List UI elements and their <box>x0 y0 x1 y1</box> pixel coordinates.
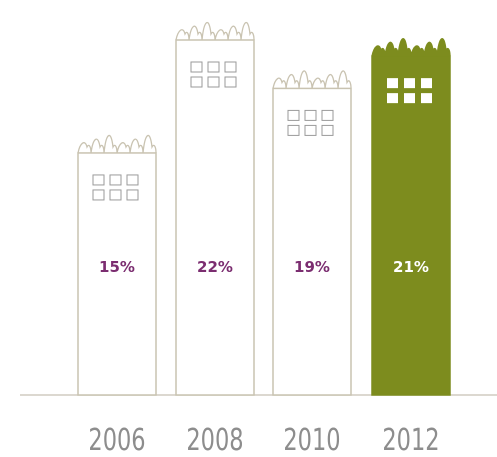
building <box>77 152 157 396</box>
value-label: 22% <box>197 258 233 276</box>
window <box>126 174 139 186</box>
window <box>404 78 415 89</box>
window <box>304 109 317 121</box>
value-label: 15% <box>99 258 135 276</box>
window <box>109 189 122 201</box>
window <box>287 109 300 121</box>
x-tick-label: 2006 <box>88 423 145 457</box>
window <box>224 61 237 73</box>
window <box>321 109 334 121</box>
building <box>175 39 255 396</box>
value-label: 21% <box>393 258 429 276</box>
window <box>421 78 432 89</box>
building <box>371 55 451 396</box>
x-tick-label: 2012 <box>382 423 439 457</box>
window <box>387 78 398 89</box>
x-tick-label: 2008 <box>186 423 243 457</box>
flames <box>77 135 157 154</box>
window <box>207 61 220 73</box>
window <box>190 61 203 73</box>
window <box>287 124 300 136</box>
window <box>207 76 220 88</box>
flames <box>371 38 451 57</box>
x-tick-label: 2010 <box>283 423 340 457</box>
flames <box>175 22 255 41</box>
window <box>224 76 237 88</box>
window <box>387 93 398 104</box>
flames <box>272 70 352 89</box>
value-label: 19% <box>294 258 330 276</box>
window <box>421 93 432 104</box>
window <box>92 174 105 186</box>
window <box>404 93 415 104</box>
building <box>272 87 352 396</box>
window <box>304 124 317 136</box>
window <box>126 189 139 201</box>
window <box>109 174 122 186</box>
window <box>321 124 334 136</box>
window <box>92 189 105 201</box>
window <box>190 76 203 88</box>
